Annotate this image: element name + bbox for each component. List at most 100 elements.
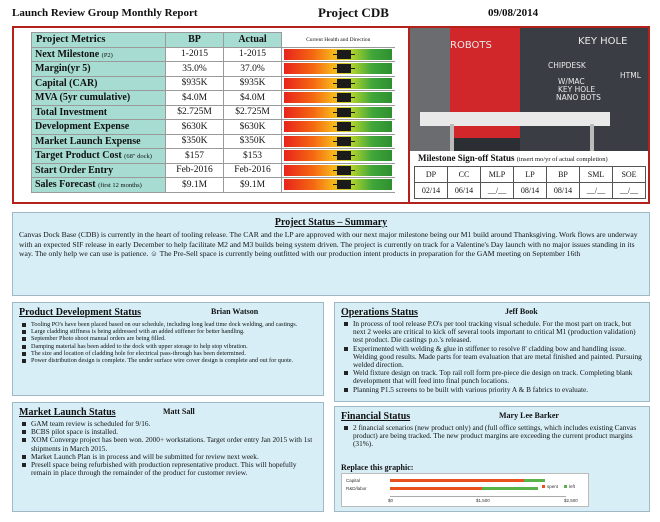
health-marker	[333, 136, 356, 146]
chart-axis	[390, 496, 566, 497]
list-item: Weld fixture design on track. Top rail r…	[341, 369, 643, 385]
milestone-date: __/__	[480, 182, 514, 199]
chalk-text: HTML	[620, 71, 641, 80]
health-marker	[333, 151, 356, 161]
health-marker	[333, 64, 356, 74]
chalk-text: W/MAC	[558, 77, 585, 86]
metric-name-text: Development Expense	[35, 121, 130, 133]
milestone-title-text: Milestone Sign-off Status	[418, 153, 515, 163]
metric-note: (P2)	[101, 51, 113, 59]
list-item: 2 financial scenarios (new product only)…	[341, 423, 643, 449]
list-item: Planning P1.5 screens to be built with v…	[341, 385, 643, 394]
metric-name-text: MVA (5yr cumulative)	[35, 92, 131, 104]
project-name: Project CDB	[318, 5, 389, 20]
report-date: 09/08/2014	[488, 7, 539, 19]
chart-tick-label: $0	[388, 498, 394, 503]
health-gradient-bar	[284, 63, 392, 75]
chalk-text: CHIPDESK	[548, 61, 586, 70]
health-gradient-bar	[284, 106, 392, 118]
health-gradient-bar	[284, 150, 392, 162]
list-item: Tooling PO's have been placed based on o…	[19, 321, 317, 328]
operations-title: Operations Status	[341, 307, 418, 318]
metric-bp-value: $935K	[165, 75, 224, 91]
product-development-box: Product Development Status Tooling PO's …	[12, 302, 324, 396]
metric-name-text: Capital (CAR)	[35, 77, 98, 89]
product-dev-title: Product Development Status	[19, 307, 142, 318]
metric-health-cell	[281, 148, 395, 164]
chart-legend-label: spent	[547, 484, 559, 489]
financial-mini-chart: Capital R&D/labor $0 $1,500 $2,500 spent left	[341, 473, 589, 507]
project-status-summary: Project Status – Summary Canvas Dock Bas…	[12, 212, 650, 296]
metric-actual-value: $2.725M	[223, 104, 282, 120]
metric-name: Start Order Entry	[31, 162, 166, 178]
metric-name: Total Investment	[31, 104, 166, 120]
metric-name: Target Product Cost (68" dock)	[31, 148, 166, 164]
chart-legend-swatch	[564, 485, 567, 488]
metric-row: Target Product Cost (68" dock) $157 $153	[31, 148, 395, 164]
market-launch-box: Market Launch Status GAM team review is …	[12, 402, 324, 512]
photo-desk-leg	[590, 124, 594, 151]
metric-row: Margin(yr 5) 35.0% 37.0%	[31, 61, 395, 77]
metric-bp-value: $350K	[165, 133, 224, 149]
financial-owner: Mary Lee Barker	[499, 411, 559, 420]
metric-health-cell	[281, 162, 395, 178]
photo-gray-wall	[410, 28, 450, 151]
chart-legend-swatch	[542, 485, 545, 488]
metric-bp-value: $157	[165, 148, 224, 164]
market-launch-owner: Matt Sall	[163, 407, 195, 416]
health-gradient-bar	[284, 48, 392, 60]
health-gradient-bar	[284, 164, 392, 176]
office-photo: ROBOTS KEY HOLE CHIPDESK W/MAC KEY HOLE …	[410, 26, 650, 151]
metric-row: Start Order Entry Feb-2016 Feb-2016	[31, 162, 395, 178]
milestone-date: 08/14	[513, 182, 547, 199]
metric-bp-value: $2.725M	[165, 104, 224, 120]
list-item: Presell space being refurbished with pro…	[19, 460, 317, 477]
metric-name-text: Margin(yr 5)	[35, 63, 91, 75]
chart-tick-label: $1,500	[476, 498, 490, 503]
metrics-table: Project Metrics BP Actual Current Health…	[31, 32, 395, 193]
photo-desk	[420, 112, 610, 126]
milestone-signoff: Milestone Sign-off Status (insert mo/yr …	[410, 151, 650, 204]
milestone-code: SML	[579, 166, 613, 183]
health-gradient-bar	[284, 135, 392, 147]
metric-name: Margin(yr 5)	[31, 61, 166, 77]
chart-category-label: Capital	[346, 478, 361, 483]
operations-owner: Jeff Book	[505, 307, 538, 316]
milestone-date: 06/14	[447, 182, 481, 199]
milestone-table: DP CC MLP LP BP SML SOE 02/14 06/14 __/__ 08/14 08…	[414, 166, 646, 199]
milestone-code: MLP	[480, 166, 514, 183]
milestone-date: 08/14	[546, 182, 580, 199]
milestone-dates-row: 02/14 06/14 __/__ 08/14 08/14 __/__ __/__	[414, 182, 646, 199]
metric-name-text: Market Launch Expense	[35, 135, 141, 147]
photo-chalkboard	[520, 28, 648, 151]
health-gradient-bar	[284, 92, 392, 104]
chart-bar-left	[481, 487, 538, 490]
metric-health-cell	[281, 90, 395, 106]
list-item: Power distribution design is complete. T…	[19, 357, 317, 364]
health-gradient-bar	[284, 77, 392, 89]
chalk-text: ROBOTS	[450, 40, 492, 51]
metric-bp-value: Feb-2016	[165, 162, 224, 178]
metric-name-text: Target Product Cost	[35, 150, 122, 162]
metric-bp-value: $630K	[165, 119, 224, 135]
metric-name-text: Start Order Entry	[35, 164, 114, 176]
list-item: Large cladding stiffness is being addres…	[19, 328, 317, 335]
col-actual: Actual	[223, 32, 282, 48]
chalk-text: NANO BOTS	[556, 93, 601, 102]
health-marker	[333, 78, 356, 88]
metric-bp-value: 35.0%	[165, 61, 224, 77]
milestone-date: __/__	[579, 182, 613, 199]
health-marker	[333, 122, 356, 132]
metric-row: Next Milestone (P2) 1-2015 1-2015	[31, 46, 395, 62]
chart-legend-label: left	[569, 484, 576, 489]
metric-bp-value: $9.1M	[165, 177, 224, 193]
metric-name: Development Expense	[31, 119, 166, 135]
metric-name-text: Next Milestone	[35, 48, 100, 60]
list-item: In process of tool release P.O's per too…	[341, 319, 643, 345]
chalk-text: KEY HOLE	[578, 36, 628, 47]
metric-health-cell	[281, 104, 395, 120]
metric-row: Market Launch Expense $350K $350K	[31, 133, 395, 149]
milestone-title: Milestone Sign-off Status (insert mo/yr …	[418, 153, 608, 163]
metric-actual-value: $4.0M	[223, 90, 282, 106]
market-launch-title: Market Launch Status	[19, 407, 116, 418]
